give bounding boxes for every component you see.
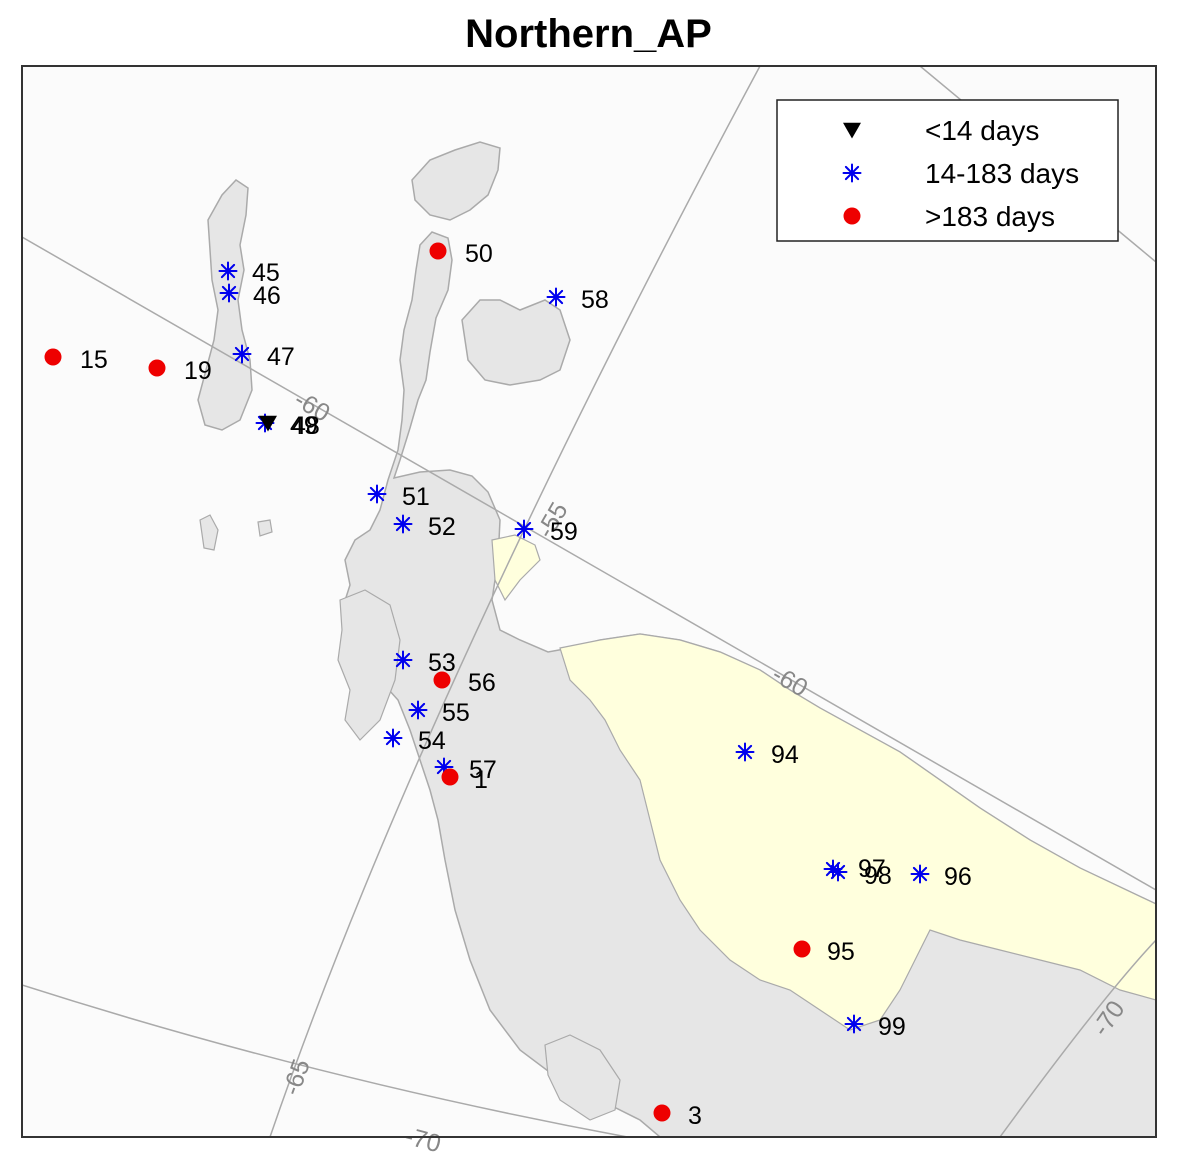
station-asterisk-marker <box>546 287 566 307</box>
station-asterisk-marker <box>367 484 387 504</box>
station-94[interactable]: 94 <box>735 741 799 769</box>
station-99[interactable]: 99 <box>844 1013 906 1041</box>
island-east <box>461 299 571 386</box>
station-label: 55 <box>442 699 470 727</box>
station-label: 59 <box>550 518 578 546</box>
station-47[interactable]: 47 <box>232 343 295 371</box>
station-label: 52 <box>428 513 456 541</box>
station-dot-marker <box>429 242 447 260</box>
island-west-group <box>337 589 401 741</box>
legend-box <box>776 99 1119 242</box>
legend-label: >183 days <box>925 201 1055 232</box>
land-layer <box>197 141 1156 1137</box>
station-label: 46 <box>253 282 281 310</box>
station-3[interactable]: 3 <box>653 1102 702 1130</box>
station-asterisk-marker <box>514 519 534 539</box>
station-dot-marker <box>441 768 459 786</box>
station-59[interactable]: 59 <box>514 518 578 546</box>
station-46[interactable]: 46 <box>219 282 281 310</box>
station-label: 19 <box>184 357 212 385</box>
station-dot-marker <box>148 359 166 377</box>
station-label: 96 <box>944 863 972 891</box>
station-label: 50 <box>465 240 493 268</box>
station-label: 15 <box>80 346 108 374</box>
station-label: 97 <box>858 855 886 883</box>
station-dot-marker <box>433 671 451 689</box>
station-label: 56 <box>468 669 496 697</box>
station-asterisk-marker <box>735 742 755 762</box>
legend-label: 14-183 days <box>925 158 1079 189</box>
station-asterisk-marker <box>842 163 862 183</box>
legend-entry: >183 days <box>843 201 1055 232</box>
station-dot-marker <box>653 1104 671 1122</box>
ice-shelf <box>559 633 1156 1031</box>
station-asterisk-marker <box>910 864 930 884</box>
legend: <14 days 14-183 days >183 days <box>776 99 1119 242</box>
station-15[interactable]: 15 <box>44 346 108 374</box>
legend-entry: <14 days <box>843 115 1039 146</box>
station-label: 57 <box>469 756 497 784</box>
station-label: 45 <box>252 259 280 287</box>
meridian-line-3 <box>999 939 1156 1137</box>
station-triangle-marker <box>259 415 277 432</box>
station-label: 98 <box>864 862 892 890</box>
ice-shelf-north <box>491 534 541 602</box>
station-95[interactable]: 95 <box>793 938 855 966</box>
station-50[interactable]: 50 <box>429 240 493 268</box>
station-label: 48 <box>292 412 320 440</box>
parallel-line-2 <box>22 984 632 1137</box>
map-title: Northern_AP <box>465 12 712 56</box>
island-small-1 <box>199 514 219 551</box>
island-south <box>544 1034 621 1121</box>
station-asterisk-marker <box>393 514 413 534</box>
station-58[interactable]: 58 <box>546 286 609 314</box>
parallel-line-1 <box>22 236 1156 891</box>
station-label: 54 <box>418 727 446 755</box>
station-asterisk-marker <box>393 650 413 670</box>
legend-label: <14 days <box>925 115 1039 146</box>
station-51[interactable]: 51 <box>367 483 430 511</box>
station-label: 3 <box>688 1102 702 1130</box>
station-dot-marker <box>843 207 861 225</box>
station-48[interactable]: 48 <box>259 412 320 440</box>
island-small-2 <box>257 519 273 537</box>
station-98[interactable]: 98 <box>828 862 892 890</box>
map-frame <box>21 65 1157 1138</box>
station-asterisk-marker <box>218 261 238 281</box>
station-55[interactable]: 55 <box>408 699 470 727</box>
station-asterisk-marker <box>408 700 428 720</box>
station-label: 51 <box>402 483 430 511</box>
station-asterisk-marker <box>383 728 403 748</box>
station-dot-marker <box>793 940 811 958</box>
legend-entry: 14-183 days <box>842 158 1079 189</box>
station-label: 94 <box>771 741 799 769</box>
legend-entries: <14 days 14-183 days >183 days <box>842 115 1079 232</box>
station-52[interactable]: 52 <box>393 513 456 541</box>
station-triangle-marker <box>843 122 861 139</box>
station-asterisk-marker <box>844 1014 864 1034</box>
station-label: 1 <box>474 766 488 794</box>
station-1[interactable]: 1 <box>441 766 488 794</box>
station-label: 58 <box>581 286 609 314</box>
station-asterisk-marker <box>219 283 239 303</box>
island-ne <box>411 141 501 221</box>
station-asterisk-marker <box>232 344 252 364</box>
station-asterisk-marker <box>828 862 848 882</box>
island-chain-west <box>197 179 253 431</box>
station-45[interactable]: 45 <box>218 259 280 287</box>
station-57[interactable]: 57 <box>434 756 497 784</box>
meridian-line-1 <box>269 66 761 1137</box>
station-54[interactable]: 54 <box>383 727 446 755</box>
station-label: 95 <box>827 938 855 966</box>
station-96[interactable]: 96 <box>910 863 972 891</box>
station-label: 47 <box>267 343 295 371</box>
station-label: 99 <box>878 1013 906 1041</box>
station-19[interactable]: 19 <box>148 357 212 385</box>
station-56[interactable]: 56 <box>433 669 496 697</box>
station-dot-marker <box>44 348 62 366</box>
station-label: 49 <box>290 412 318 440</box>
